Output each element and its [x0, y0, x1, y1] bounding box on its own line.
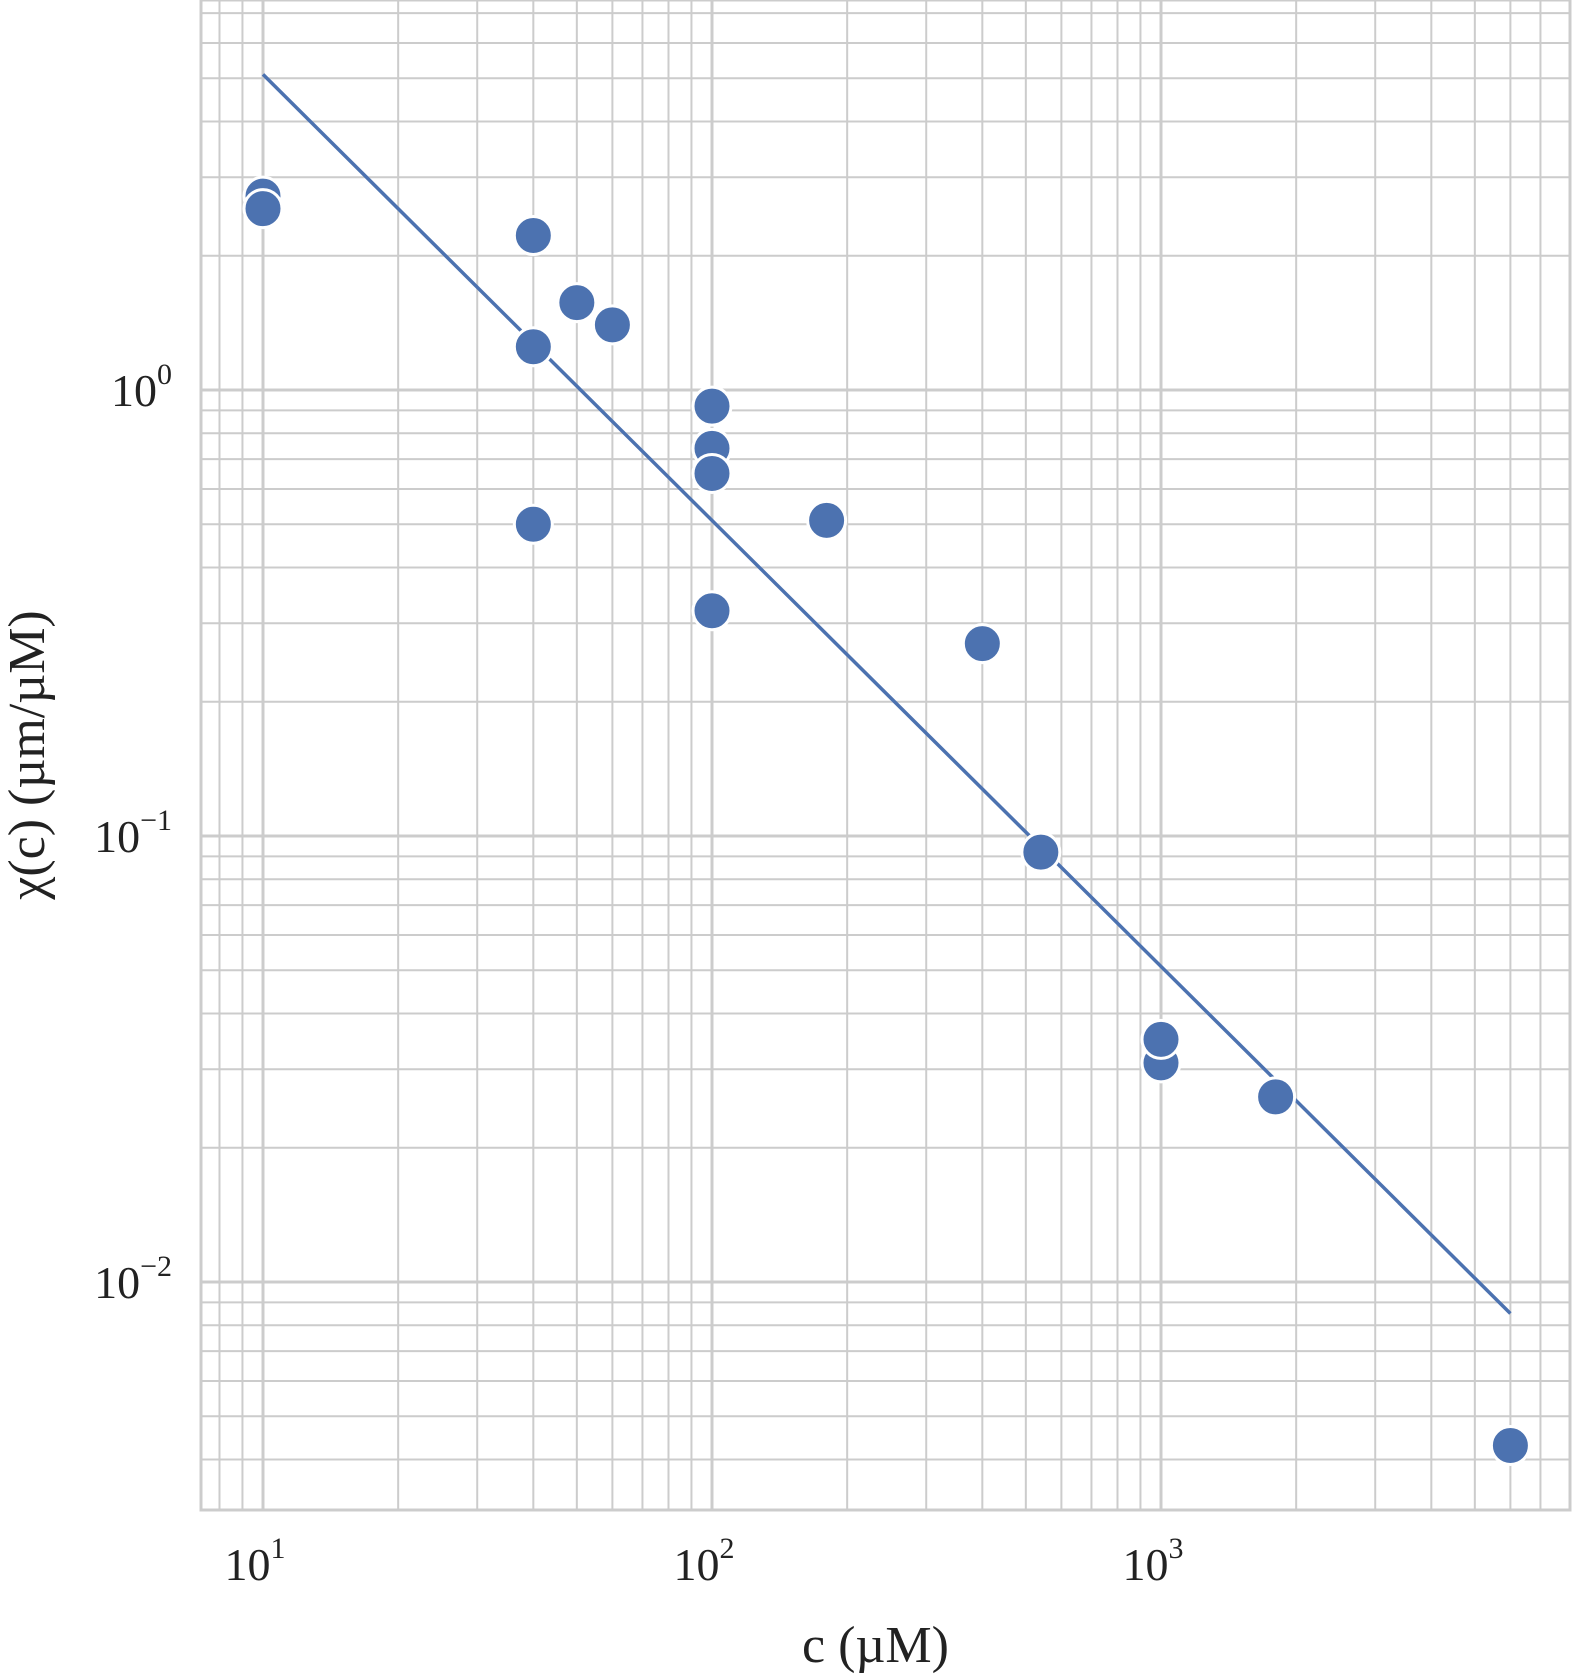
data-point	[1140, 1018, 1182, 1060]
data-point	[1255, 1076, 1297, 1118]
data-point	[512, 326, 554, 368]
data-point	[242, 188, 284, 230]
y-tick-label: 10−2	[94, 1250, 172, 1308]
plot-frame	[199, 0, 1572, 1512]
y-tick-label: 10−1	[94, 804, 172, 862]
x-tick-labels: 101 102 103	[225, 1532, 1184, 1590]
x-axis-title: c (µM)	[802, 1617, 949, 1674]
data-point	[1489, 1424, 1531, 1466]
data-point	[961, 623, 1003, 665]
data-point	[512, 215, 554, 257]
series-layer	[242, 73, 1531, 1466]
y-tick-labels: 100 10−1 10−2	[94, 358, 172, 1308]
data-point	[512, 503, 554, 545]
data-point	[691, 452, 733, 494]
data-point	[591, 304, 633, 346]
x-tick-label: 102	[674, 1532, 735, 1590]
x-tick-label: 103	[1123, 1532, 1184, 1590]
major-gridlines	[201, 0, 1570, 1510]
data-point	[1020, 831, 1062, 873]
minor-gridlines	[201, 0, 1570, 1510]
data-point	[556, 282, 598, 324]
y-axis-title: χ(c) (µm/µM)	[0, 610, 56, 900]
data-point	[691, 590, 733, 632]
data-point	[691, 385, 733, 427]
fit-line	[261, 73, 1512, 1315]
x-tick-label: 101	[225, 1532, 286, 1590]
data-point	[806, 499, 848, 541]
y-tick-label: 100	[111, 358, 172, 416]
